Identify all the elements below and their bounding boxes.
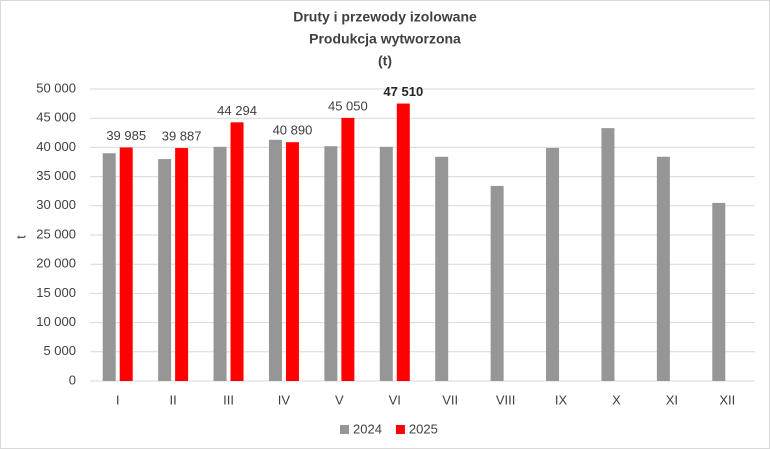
data-label: 44 294	[217, 103, 257, 118]
y-tick-label: 30 000	[36, 197, 76, 212]
y-tick-label: 5 000	[43, 343, 76, 358]
bar	[379, 146, 393, 381]
chart-title: Druty i przewody izolowane	[293, 9, 477, 25]
bar	[285, 142, 299, 381]
y-tick-label: 15 000	[36, 285, 76, 300]
bar	[712, 202, 726, 381]
bar	[102, 153, 116, 381]
bar	[268, 139, 282, 381]
x-tick-label: I	[116, 392, 120, 407]
bar	[230, 122, 244, 382]
bar	[656, 156, 670, 381]
x-tick-label: XI	[666, 392, 678, 407]
x-tick-label: V	[335, 392, 344, 407]
legend-swatch	[395, 425, 405, 434]
y-tick-label: 0	[69, 372, 76, 387]
data-label: 47 510	[383, 84, 423, 99]
legend-label: 2025	[409, 421, 438, 436]
y-tick-label: 40 000	[36, 139, 76, 154]
legend-swatch	[340, 425, 349, 434]
bar	[158, 159, 172, 381]
bar	[119, 147, 133, 381]
x-tick-label: III	[223, 392, 234, 407]
bar	[324, 146, 338, 381]
y-axis-label: t	[13, 235, 28, 239]
y-tick-label: 10 000	[36, 314, 76, 329]
bar	[341, 117, 355, 382]
data-label: 45 050	[328, 98, 368, 113]
bar	[213, 146, 227, 381]
x-tick-label: VI	[389, 392, 401, 407]
bar	[435, 156, 449, 381]
bar	[396, 103, 410, 382]
bar	[175, 148, 189, 381]
legend-label: 2024	[353, 421, 382, 436]
data-label: 39 985	[106, 128, 146, 143]
x-tick-label: XII	[719, 392, 735, 407]
x-tick-label: VIII	[496, 392, 516, 407]
data-label: 39 887	[162, 128, 202, 143]
chart-title: Produkcja wytworzona	[309, 31, 461, 47]
data-label: 40 890	[273, 123, 313, 138]
y-tick-label: 50 000	[36, 80, 76, 95]
x-tick-label: VII	[442, 392, 458, 407]
bar	[490, 185, 504, 381]
y-tick-label: 20 000	[36, 256, 76, 271]
y-tick-label: 35 000	[36, 168, 76, 183]
x-tick-label: II	[170, 392, 177, 407]
x-tick-label: IV	[278, 392, 291, 407]
bar	[601, 128, 615, 381]
chart-title: (t)	[378, 53, 392, 69]
x-tick-label: IX	[555, 392, 568, 407]
x-tick-label: X	[612, 392, 621, 407]
bar	[546, 147, 560, 381]
y-tick-label: 45 000	[36, 110, 76, 125]
y-tick-label: 25 000	[36, 226, 76, 241]
